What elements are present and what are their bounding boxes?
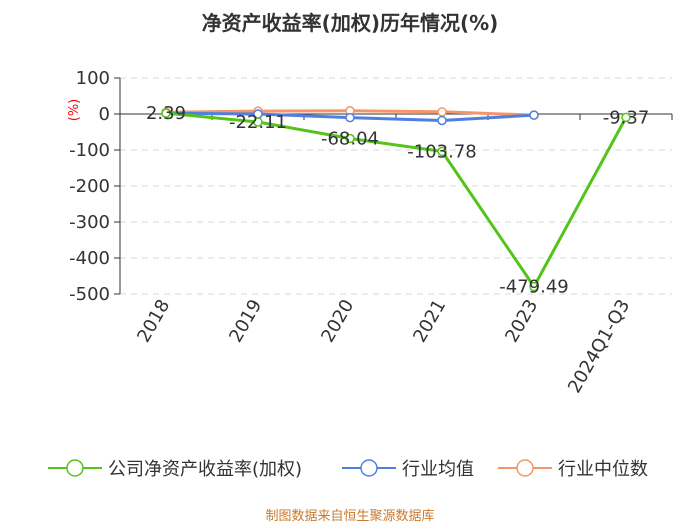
legend-marker-icon <box>516 459 534 477</box>
y-tick-label: -400 <box>69 248 110 269</box>
data-point <box>345 133 355 144</box>
legend-label: 公司净资产收益率(加权) <box>108 459 302 480</box>
legend-label: 行业中位数 <box>558 459 648 480</box>
y-axis-unit: (%) <box>67 99 82 122</box>
data-label: -9.37 <box>603 107 650 128</box>
y-tick-label: -200 <box>69 176 110 197</box>
data-point <box>437 146 447 157</box>
legend-marker-icon <box>360 459 378 477</box>
data-label: 2.39 <box>146 103 186 124</box>
data-point <box>437 115 447 126</box>
data-labels: 2.39 -22.11 -68.04 -103.78 -479.49 -9.37 <box>146 103 649 297</box>
legend-item[interactable]: 公司净资产收益率(加权) <box>48 459 302 480</box>
legend-item[interactable]: 行业中位数 <box>498 459 648 480</box>
y-tick-label: 0 <box>99 104 110 125</box>
legend-item[interactable]: 行业均值 <box>342 459 474 480</box>
legend-marker-icon <box>66 459 84 477</box>
legend-label: 行业均值 <box>402 459 474 480</box>
data-label: -68.04 <box>321 128 379 149</box>
y-tick-label: -500 <box>69 284 110 305</box>
x-tick-label: 2024Q1-Q3 <box>564 296 634 397</box>
y-tick-label: -300 <box>69 212 110 233</box>
data-point <box>529 110 539 120</box>
data-label: -103.78 <box>407 141 476 162</box>
x-tick-label: 2023 <box>501 296 542 346</box>
x-tick-label: 2018 <box>133 296 174 346</box>
legend[interactable]: 公司净资产收益率(加权) 行业均值 行业中位数 <box>48 459 648 480</box>
series-line <box>165 111 628 289</box>
y-tick-label: 100 <box>76 68 110 89</box>
x-tick-label: 2021 <box>409 296 450 346</box>
data-point <box>161 108 171 118</box>
chart-title: 净资产收益率(加权)历年情况(%) <box>202 11 499 35</box>
series-lines <box>161 106 631 292</box>
x-tick-label: 2020 <box>317 296 358 346</box>
source-note: 制图数据来自恒生聚源数据库 <box>265 508 434 524</box>
data-label: -479.49 <box>499 277 568 298</box>
data-label: -22.11 <box>229 112 287 133</box>
grid-lines <box>120 77 672 295</box>
data-point <box>345 112 355 123</box>
data-point <box>621 112 631 123</box>
data-point <box>529 281 539 292</box>
x-tick-label: 2019 <box>225 296 266 346</box>
y-tick-label: -100 <box>69 140 110 161</box>
data-point <box>437 107 447 117</box>
data-point <box>253 117 263 127</box>
